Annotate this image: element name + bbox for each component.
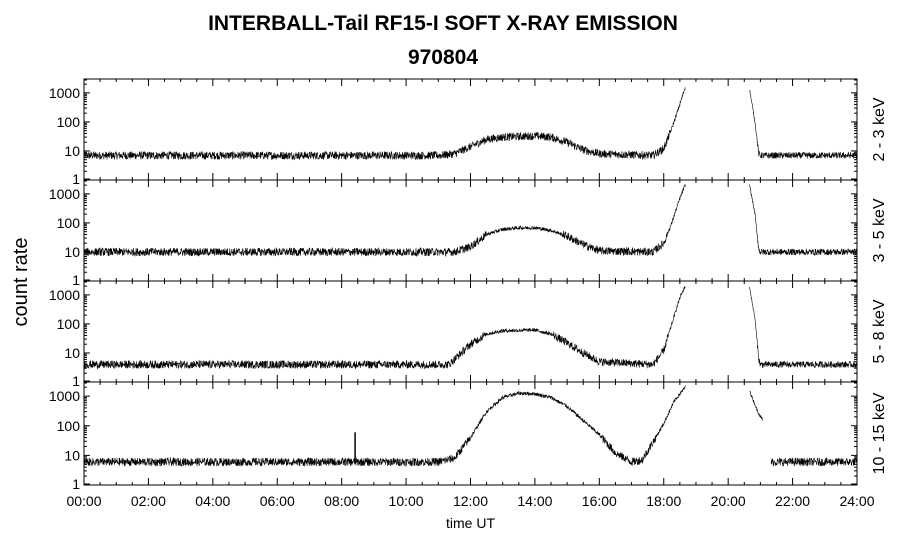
y-tick-label: 10	[64, 345, 80, 361]
y-tick-label: 10	[64, 447, 80, 463]
x-tick-label: 22:00	[775, 493, 810, 509]
y-axis-label: count rate	[10, 238, 32, 327]
series-line	[83, 385, 686, 467]
series-label: 3 - 5 keV	[871, 198, 888, 262]
y-tick-label: 1000	[49, 85, 80, 101]
y-tick-label: 100	[57, 418, 81, 434]
x-tick-label: 18:00	[646, 493, 681, 509]
x-tick-label: 14:00	[517, 493, 552, 509]
x-axis-label: time UT	[446, 515, 495, 531]
series-line	[83, 183, 686, 258]
y-tick-label: 1000	[49, 186, 80, 202]
x-tick-label: 02:00	[131, 493, 166, 509]
chart-title: INTERBALL-Tail RF15-I SOFT X-RAY EMISSIO…	[208, 12, 678, 35]
series-line	[770, 457, 858, 467]
y-tick-label: 1000	[49, 388, 80, 404]
series-label: 5 - 8 keV	[871, 299, 888, 363]
x-tick-label: 08:00	[324, 493, 359, 509]
series-label: 10 - 15 keV	[871, 392, 888, 474]
y-tick-label: 10	[64, 244, 80, 260]
x-tick-label: 04:00	[195, 493, 230, 509]
x-tick-label: 06:00	[260, 493, 295, 509]
y-tick-label: 100	[57, 114, 81, 130]
y-tick-label: 1	[72, 171, 80, 187]
series-line	[83, 87, 686, 161]
panel-frame	[83, 78, 858, 181]
y-tick-label: 10	[64, 143, 80, 159]
y-tick-label: 100	[57, 316, 81, 332]
y-tick-label: 1000	[49, 287, 80, 303]
x-tick-label: 00:00	[66, 493, 101, 509]
y-tick-label: 1	[72, 272, 80, 288]
series-label: 2 - 3 keV	[871, 97, 888, 161]
x-tick-label: 10:00	[389, 493, 424, 509]
x-tick-label: 16:00	[582, 493, 617, 509]
y-tick-label: 1	[72, 373, 80, 389]
x-tick-label: 20:00	[711, 493, 746, 509]
chart-subtitle: 970804	[407, 46, 479, 69]
y-tick-label: 100	[57, 215, 81, 231]
series-line	[749, 390, 764, 421]
panel-frame	[83, 381, 858, 486]
x-tick-label: 24:00	[839, 493, 874, 509]
series-line	[749, 286, 857, 369]
y-tick-label: 1	[72, 476, 80, 492]
x-tick-label: 12:00	[453, 493, 488, 509]
panel-frame	[83, 179, 858, 282]
series-line	[83, 286, 686, 370]
series-line	[749, 89, 858, 159]
series-line	[749, 184, 858, 257]
